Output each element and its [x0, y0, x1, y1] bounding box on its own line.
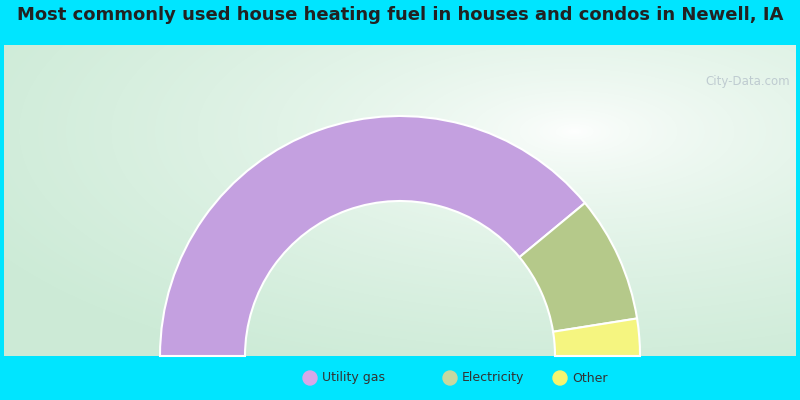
Text: City-Data.com: City-Data.com	[706, 75, 790, 88]
Circle shape	[553, 371, 567, 385]
Circle shape	[303, 371, 317, 385]
Circle shape	[443, 371, 457, 385]
Text: Electricity: Electricity	[462, 372, 524, 384]
Text: Most commonly used house heating fuel in houses and condos in Newell, IA: Most commonly used house heating fuel in…	[17, 6, 783, 24]
Wedge shape	[519, 203, 637, 332]
Wedge shape	[160, 116, 585, 356]
Wedge shape	[553, 318, 640, 356]
Text: Utility gas: Utility gas	[322, 372, 385, 384]
Text: Other: Other	[572, 372, 607, 384]
